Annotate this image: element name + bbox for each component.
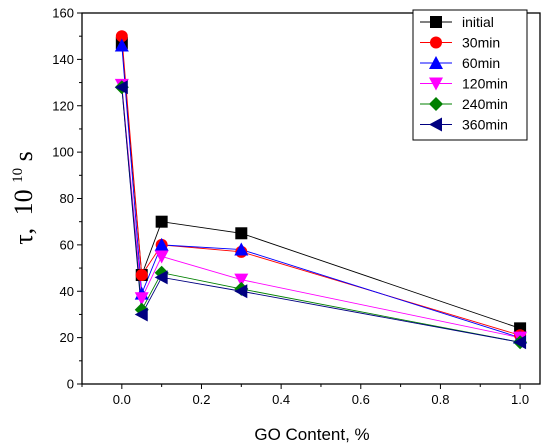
data-point-360min (513, 335, 527, 350)
y-tick-label: 100 (52, 145, 74, 160)
legend-marker-360min (429, 117, 442, 132)
y-tick-label: 60 (60, 237, 74, 252)
y-tick-label: 20 (60, 330, 74, 345)
y-tick-label: 140 (52, 52, 74, 67)
data-point-initial (235, 227, 248, 240)
y-axis-title-base: 10 (9, 189, 38, 215)
y-axis-title: τ, 10 10 s (0, 151, 38, 245)
legend-label: 360min (462, 117, 508, 133)
data-point-30min (115, 30, 128, 43)
legend: initial 30min 60min 120min 240min 360min (412, 9, 528, 141)
data-point-120min (154, 250, 169, 264)
data-point-60min (114, 38, 129, 52)
legend-label: 60min (462, 55, 500, 71)
y-tick-label: 80 (60, 191, 74, 206)
data-point-360min (134, 307, 148, 322)
legend-label: 120min (462, 76, 508, 92)
data-point-360min (234, 284, 248, 299)
data-point-initial (155, 215, 168, 228)
x-tick-label: 0.6 (352, 392, 370, 407)
y-tick-label: 40 (60, 284, 74, 299)
y-tick-label: 120 (52, 98, 74, 113)
data-point-120min (234, 273, 249, 287)
legend-label: initial (462, 14, 494, 30)
legend-marker-240min (429, 97, 443, 111)
legend-label: 30min (462, 35, 500, 51)
x-tick-label: 0.0 (113, 392, 131, 407)
legend-marker-30min (430, 36, 442, 49)
data-point-60min (234, 242, 249, 256)
legend-marker-initial (430, 16, 442, 28)
series-markers (114, 30, 528, 350)
y-axis: 0 20 40 60 80 100 120 140 160 (52, 6, 82, 392)
y-axis-title-symbol: τ, (9, 228, 38, 245)
y-axis-title-unit: s (9, 151, 38, 161)
x-tick-label: 0.8 (431, 392, 449, 407)
data-point-60min (154, 237, 169, 251)
x-tick-label: 1.0 (511, 392, 529, 407)
y-axis-title-exponent: 10 (10, 168, 26, 183)
data-point-30min (135, 269, 148, 282)
data-point-360min (154, 270, 168, 285)
legend-box (412, 9, 528, 141)
y-tick-label: 0 (67, 377, 74, 392)
data-point-120min (134, 292, 149, 306)
legend-label: 240min (462, 96, 508, 112)
legend-marker-120min (429, 77, 443, 91)
x-axis: 0.0 0.2 0.4 0.6 0.8 1.0 (81, 384, 529, 407)
x-axis-title: GO Content, % (254, 425, 369, 444)
legend-marker-60min (429, 56, 443, 69)
x-tick-label: 0.4 (272, 392, 290, 407)
y-tick-label: 160 (52, 6, 74, 21)
data-point-360min (114, 80, 128, 95)
x-tick-label: 0.2 (192, 392, 210, 407)
